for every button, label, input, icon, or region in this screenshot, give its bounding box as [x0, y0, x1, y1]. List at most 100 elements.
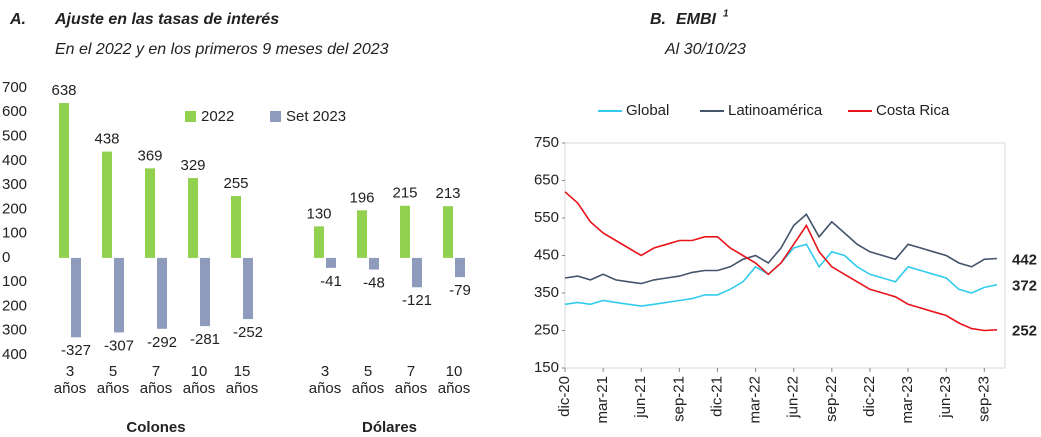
end-label: 252 — [1012, 323, 1037, 340]
y-tick-label: 300 — [2, 176, 27, 193]
bar — [314, 226, 324, 258]
x-tick-label: 3 años — [309, 363, 342, 397]
y-tick-label: 350 — [534, 284, 559, 301]
x-tick-label: jun-22 — [785, 376, 802, 419]
x-tick-label: 15 años — [226, 363, 259, 397]
x-tick-label: mar-23 — [899, 376, 916, 424]
y-tick-label: 650 — [534, 171, 559, 188]
data-label: 213 — [435, 185, 460, 202]
bar — [59, 103, 69, 258]
line-series — [564, 191, 998, 332]
y-tick-label: 0 — [2, 249, 10, 266]
x-tick-label: mar-22 — [747, 376, 764, 424]
data-label: -281 — [190, 331, 220, 348]
y-tick-label: 400 — [2, 346, 27, 363]
legend-swatch — [270, 111, 281, 122]
bar — [443, 206, 453, 258]
bar — [326, 257, 336, 268]
panel-label: A. — [9, 11, 26, 28]
x-tick-label: 10 años — [438, 363, 471, 397]
legend-label: 2022 — [201, 108, 234, 125]
x-tick-label: 5 años — [97, 363, 130, 397]
x-tick-label: 3 años — [54, 363, 87, 397]
y-tick-label: 300 — [2, 322, 27, 339]
bar — [243, 257, 253, 320]
x-tick-label: dic-20 — [556, 376, 573, 417]
y-tick-label: 550 — [534, 209, 559, 226]
bar — [369, 257, 379, 270]
data-label: -79 — [449, 282, 471, 299]
title-note: 1 — [723, 9, 729, 20]
data-label: 130 — [306, 205, 331, 222]
plot-frame — [564, 142, 1006, 369]
data-label: 215 — [392, 185, 417, 202]
chart-subtitle: En el 2022 y en los primeros 9 meses del… — [55, 41, 389, 58]
y-tick-label: 250 — [534, 321, 559, 338]
y-tick-label: 150 — [534, 359, 559, 376]
bar — [231, 196, 241, 258]
line-series — [564, 213, 998, 285]
data-label: -252 — [233, 324, 263, 341]
x-tick-label: sep-22 — [823, 376, 840, 422]
data-label: 438 — [94, 131, 119, 148]
data-label: -292 — [147, 334, 177, 351]
legend-label: Global — [626, 102, 669, 119]
bar — [188, 178, 198, 258]
y-tick-label: 700 — [2, 79, 27, 96]
chart-title: Ajuste en las tasas de interés — [54, 11, 279, 28]
bar — [400, 205, 410, 258]
bar — [412, 257, 422, 288]
bar — [145, 168, 155, 258]
y-tick-label: 400 — [2, 152, 27, 169]
legend-swatch — [185, 111, 196, 122]
line-series — [564, 243, 998, 307]
y-tick-label: 200 — [2, 200, 27, 217]
chart-title: EMBI — [676, 11, 717, 28]
data-label: -48 — [363, 275, 385, 292]
y-tick-label: 100 — [2, 273, 27, 290]
x-tick-label: 10 años — [183, 363, 216, 397]
bar — [455, 257, 465, 278]
data-label: -41 — [320, 273, 342, 290]
y-tick-label: 100 — [2, 225, 27, 242]
data-label: -327 — [61, 342, 91, 359]
x-tick-label: jun-21 — [632, 376, 649, 419]
bar — [102, 151, 112, 258]
end-label: 442 — [1012, 251, 1037, 268]
x-tick-label: 5 años — [352, 363, 385, 397]
x-tick-label: sep-23 — [975, 376, 992, 422]
data-label: 638 — [51, 82, 76, 99]
y-tick-label: 200 — [2, 297, 27, 314]
x-tick-label: jun-23 — [937, 376, 954, 419]
bar — [157, 257, 167, 329]
x-tick-label: 7 años — [140, 363, 173, 397]
x-tick-label: dic-22 — [861, 376, 878, 417]
x-tick-label: mar-21 — [594, 376, 611, 424]
data-label: 255 — [223, 175, 248, 192]
panel-label: B. — [650, 11, 666, 28]
data-label: 196 — [349, 189, 374, 206]
data-label: 329 — [180, 157, 205, 174]
legend-label: Set 2023 — [286, 108, 346, 125]
x-tick-label: dic-21 — [708, 376, 725, 417]
end-label: 372 — [1012, 278, 1037, 295]
bar — [200, 257, 210, 327]
y-tick-label: 450 — [534, 246, 559, 263]
chart-subtitle: Al 30/10/23 — [664, 41, 746, 58]
y-tick-label: 500 — [2, 128, 27, 145]
legend-label: Latinoamérica — [728, 102, 823, 119]
y-tick-label: 750 — [534, 134, 559, 151]
bar — [357, 210, 367, 258]
data-label: -121 — [402, 292, 432, 309]
data-label: -307 — [104, 337, 134, 354]
legend-label: Costa Rica — [876, 102, 950, 119]
group-label: Colones — [126, 419, 185, 436]
x-tick-label: 7 años — [395, 363, 428, 397]
bar — [114, 257, 124, 333]
x-tick-label: sep-21 — [670, 376, 687, 422]
y-tick-label: 600 — [2, 103, 27, 120]
data-label: 369 — [137, 147, 162, 164]
group-label: Dólares — [362, 419, 417, 436]
bar — [71, 257, 81, 338]
